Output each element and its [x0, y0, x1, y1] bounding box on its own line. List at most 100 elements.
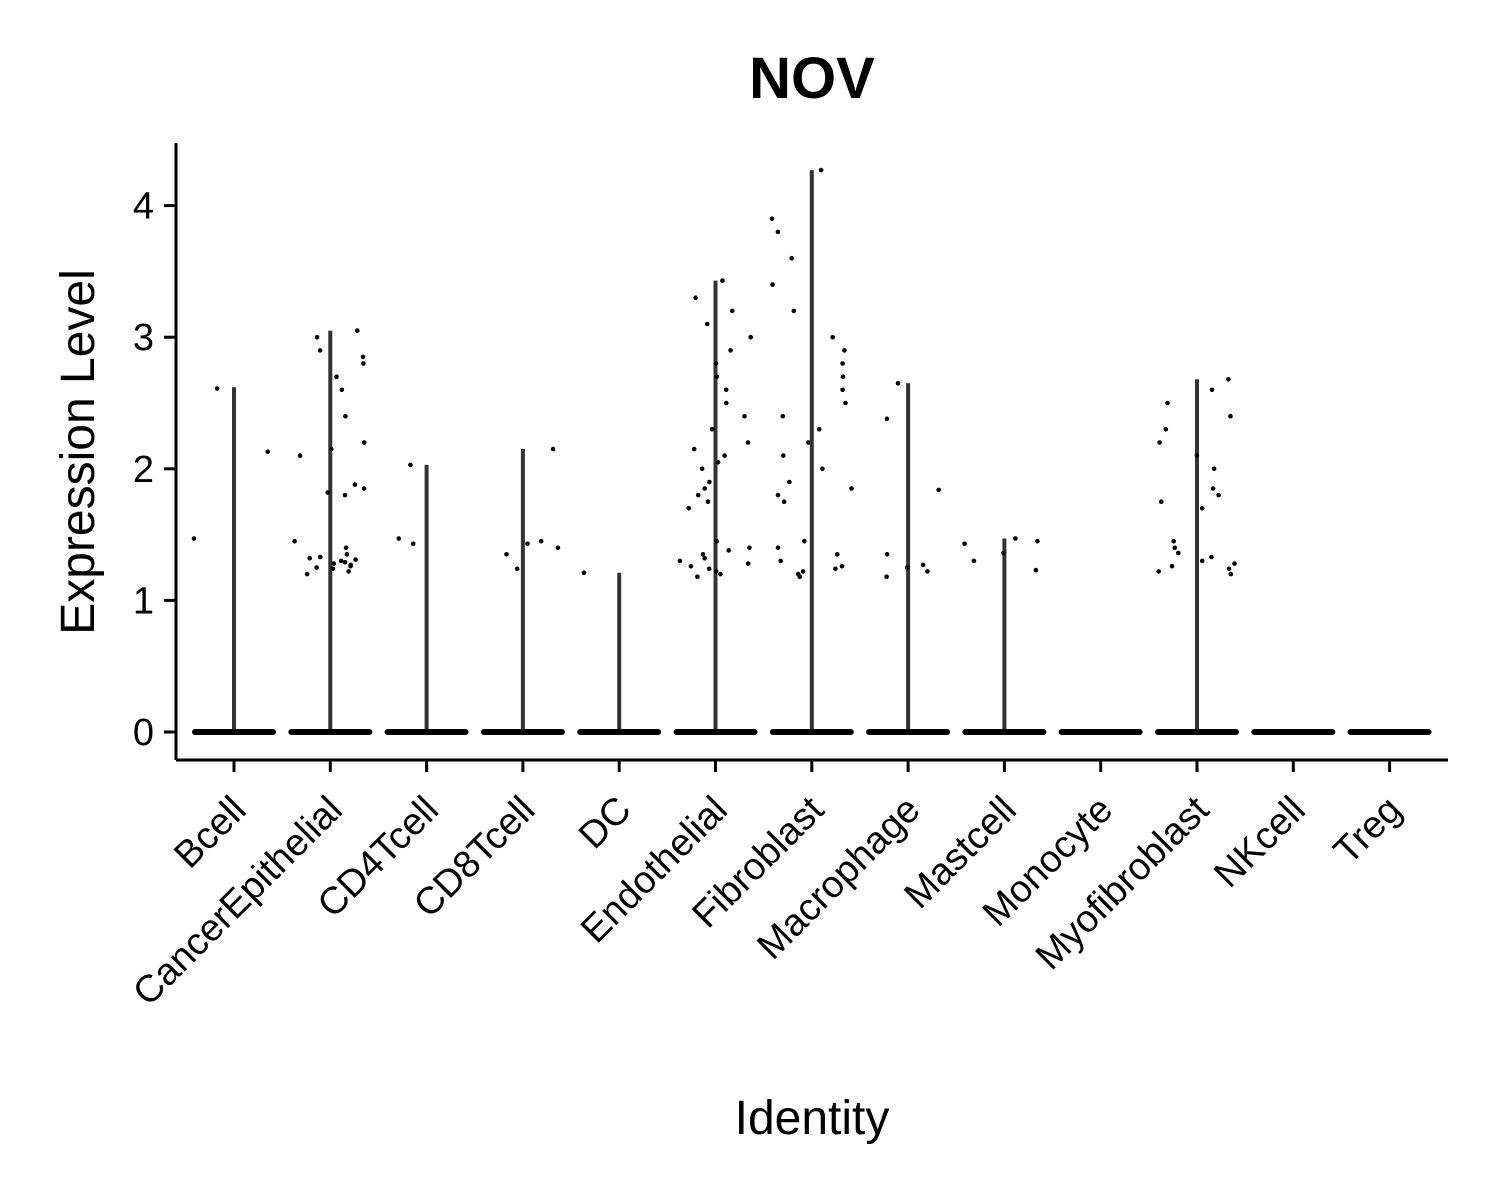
data-point	[713, 361, 719, 366]
data-point	[1209, 554, 1214, 560]
data-point	[723, 387, 729, 393]
data-point	[1035, 538, 1040, 544]
data-point	[778, 558, 783, 564]
y-axis-label: Expression Level	[52, 269, 105, 635]
data-point	[728, 348, 733, 353]
data-point	[830, 334, 835, 340]
data-point	[334, 374, 339, 380]
data-point	[317, 554, 323, 560]
data-point	[748, 334, 753, 340]
data-point	[343, 413, 348, 419]
data-point	[709, 427, 715, 432]
data-point	[816, 427, 822, 432]
data-point	[304, 571, 310, 577]
data-point	[884, 416, 890, 422]
data-point	[962, 541, 967, 547]
zero-points-band	[577, 729, 662, 735]
data-point	[1163, 427, 1169, 432]
data-point	[1169, 563, 1175, 569]
data-point	[718, 571, 723, 577]
data-point	[214, 386, 220, 391]
data-point	[1156, 569, 1161, 574]
data-point	[361, 361, 366, 366]
data-point	[1001, 550, 1006, 556]
x-axis-label: Identity	[735, 1092, 890, 1145]
data-point	[348, 562, 354, 568]
data-point	[936, 487, 941, 493]
data-point	[781, 499, 787, 505]
data-point	[292, 538, 297, 544]
data-point	[700, 552, 706, 557]
data-point	[408, 462, 413, 468]
data-point	[835, 552, 840, 557]
zero-points-band	[192, 729, 276, 735]
data-point	[330, 566, 336, 572]
data-point	[581, 570, 587, 576]
data-point	[699, 466, 705, 472]
zero-points-band	[1251, 729, 1336, 735]
y-tick-label: 4	[133, 186, 154, 228]
data-point	[715, 459, 721, 465]
data-point	[331, 561, 337, 566]
data-point	[691, 446, 697, 452]
data-point	[1194, 453, 1200, 458]
x-tick-label: Bcell	[166, 789, 254, 877]
data-point	[1216, 492, 1221, 498]
data-point	[314, 334, 320, 340]
data-point	[1171, 538, 1176, 544]
data-point	[695, 492, 701, 498]
zero-points-band	[1347, 729, 1432, 735]
zero-points-band	[384, 729, 469, 735]
data-point	[353, 557, 358, 562]
data-point	[769, 216, 775, 222]
data-point	[729, 308, 735, 314]
zero-points-band	[866, 729, 951, 735]
data-point	[742, 413, 747, 419]
data-point	[525, 541, 530, 547]
data-point	[780, 413, 786, 419]
data-point	[361, 440, 367, 445]
data-point	[1228, 571, 1234, 577]
data-point	[1157, 440, 1162, 445]
data-point	[355, 328, 360, 333]
data-point	[1033, 567, 1039, 573]
data-point	[925, 569, 930, 574]
data-point	[191, 536, 197, 541]
data-point	[1210, 486, 1216, 491]
data-point	[314, 565, 319, 570]
data-point	[920, 562, 926, 568]
zero-points-band	[673, 729, 758, 735]
x-tick-label: NKcell	[1206, 789, 1313, 896]
data-point	[410, 541, 416, 547]
data-point	[338, 558, 344, 564]
data-point	[791, 308, 797, 314]
data-point	[1199, 558, 1205, 564]
data-point	[550, 446, 556, 452]
data-point	[747, 545, 752, 551]
data-point	[770, 282, 775, 287]
data-point	[686, 506, 691, 511]
data-point	[1172, 545, 1178, 551]
y-tick-label: 1	[133, 580, 154, 622]
data-point	[1211, 466, 1217, 472]
data-point	[745, 561, 751, 566]
data-point	[695, 574, 700, 579]
data-point	[317, 348, 323, 353]
data-point	[342, 559, 348, 565]
data-point	[895, 381, 901, 386]
data-point	[339, 387, 345, 393]
data-point	[971, 558, 977, 564]
data-point	[1226, 566, 1232, 572]
data-point	[538, 538, 544, 544]
data-point	[745, 440, 751, 445]
data-point	[677, 558, 683, 564]
data-point	[842, 348, 847, 353]
data-point	[840, 387, 845, 393]
data-point	[693, 295, 698, 301]
data-point	[775, 492, 781, 498]
data-point	[724, 400, 729, 406]
plot-area: 01234BcellCancerEpithelialCD4TcellCD8Tce…	[125, 143, 1448, 1014]
data-point	[840, 374, 846, 380]
data-point	[722, 453, 727, 458]
